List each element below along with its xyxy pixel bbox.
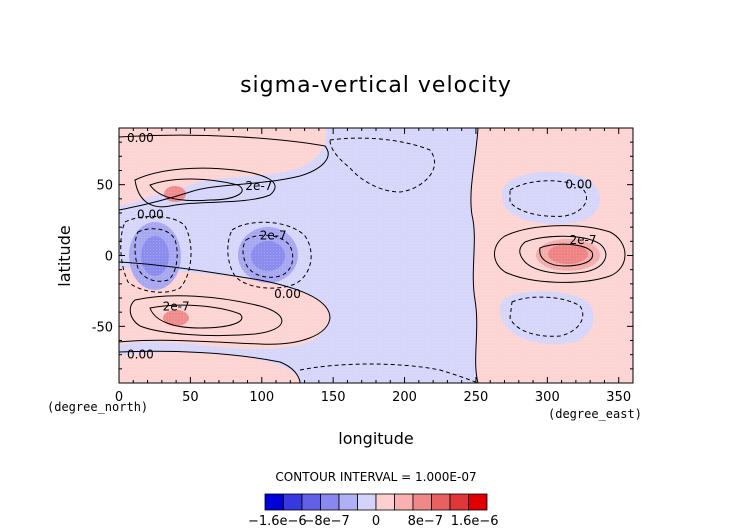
- x-tick-label: 350: [606, 390, 631, 405]
- colorbar-tick-label: −8e−7: [304, 514, 350, 529]
- x-tick-label: 50: [182, 390, 199, 405]
- plot-field: 0.00 2e-7 0.00 2e-7 0.00 2e-7 0.00 0.00 2e-7: [119, 128, 633, 383]
- y-axis-unit: (degree_north): [47, 400, 148, 414]
- chart-title: sigma-vertical velocity: [240, 73, 512, 98]
- colorbar-tick-label: 8e−7: [408, 514, 443, 529]
- contour-label: 2e-7: [163, 300, 190, 314]
- contour-neg-west-2: [134, 228, 178, 282]
- contour-label: 2e-7: [260, 229, 287, 243]
- contour-pos-east-2: [519, 235, 607, 275]
- contour-pos-north-2: [149, 178, 243, 202]
- contour-pos-north-1: [134, 167, 276, 208]
- x-axis-label: longitude: [338, 429, 413, 448]
- contour-zero-south: [119, 261, 331, 345]
- y-axis-label: latitude: [55, 225, 74, 286]
- colorbar-segment: [375, 493, 395, 511]
- y-tick-label: 50: [96, 179, 113, 194]
- contour-neg-dashed-south: [299, 363, 479, 383]
- contour-pos-south-1: [129, 295, 283, 337]
- y-tick-label: -50: [92, 320, 113, 335]
- contour-lines: [119, 128, 626, 383]
- colorbar-segment: [338, 493, 358, 511]
- colorbar-tick-labels: −1.6e−6−8e−7 0 8e−7 1.6e−6: [248, 514, 499, 529]
- dashed-contour-lines: [120, 137, 587, 383]
- contour-label: 0.00: [274, 287, 301, 301]
- contour-label: 0.00: [127, 348, 154, 362]
- contour-pos-east-3: [539, 243, 594, 267]
- field-texture: [119, 128, 633, 383]
- contour-zero-north: [119, 134, 329, 211]
- y-axis-ticks: 50 0 -50: [92, 141, 633, 370]
- contour-neg-east-north: [509, 180, 587, 217]
- contour-label: 0.00: [127, 131, 154, 145]
- contour-zero-far-south: [119, 350, 301, 383]
- contour-labels: 0.00 2e-7 0.00 2e-7 0.00 2e-7 0.00 0.00 2e-7: [127, 131, 596, 362]
- contour-label: 2e-7: [570, 233, 597, 247]
- x-axis-unit: (degree_east): [548, 407, 642, 421]
- colorbar-segment: [283, 493, 303, 511]
- x-tick-label: 300: [535, 390, 560, 405]
- colorbar: [264, 493, 488, 511]
- contour-neg-west-1: [120, 215, 192, 293]
- colorbar-segment: [431, 493, 451, 511]
- colorbar-segment: [320, 493, 340, 511]
- x-tick-label: 150: [321, 390, 346, 405]
- colorbar-segment: [468, 493, 488, 511]
- x-tick-label: 0: [115, 390, 123, 405]
- contour-neg-east-south: [509, 296, 584, 337]
- x-tick-label: 200: [392, 390, 417, 405]
- colorbar-segment: [449, 493, 469, 511]
- colorbar-segment: [357, 493, 377, 511]
- colorbar-tick-label: −1.6e−6: [248, 514, 307, 529]
- colorbar-tick-label: 1.6e−6: [451, 514, 499, 529]
- contour-label: 0.00: [137, 207, 164, 221]
- colorbar-segment: [394, 493, 414, 511]
- contour-pos-east-1: [494, 225, 626, 283]
- contour-zero-east: [470, 128, 479, 383]
- contour-label: 0.00: [565, 178, 592, 192]
- contour-label: 2e-7: [245, 179, 272, 193]
- x-axis-ticks: 0 50 100 150 200 250 300 350: [115, 128, 631, 405]
- colorbar-segment: [301, 493, 321, 511]
- colorbar-tick-label: 0: [372, 514, 380, 529]
- colorbar-segment: [264, 493, 284, 511]
- contour-interval-text: CONTOUR INTERVAL = 1.000E-07: [275, 470, 476, 484]
- y-tick-label: 0: [105, 250, 113, 265]
- contour-pos-south-2: [149, 304, 243, 329]
- x-tick-label: 250: [464, 390, 489, 405]
- contour-neg-dashed-north: [329, 137, 436, 193]
- colorbar-segment: [412, 493, 432, 511]
- x-tick-label: 100: [249, 390, 274, 405]
